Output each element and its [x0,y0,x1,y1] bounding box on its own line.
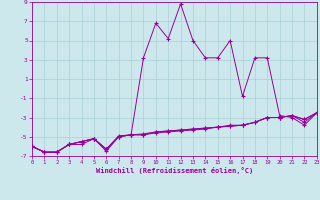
X-axis label: Windchill (Refroidissement éolien,°C): Windchill (Refroidissement éolien,°C) [96,167,253,174]
